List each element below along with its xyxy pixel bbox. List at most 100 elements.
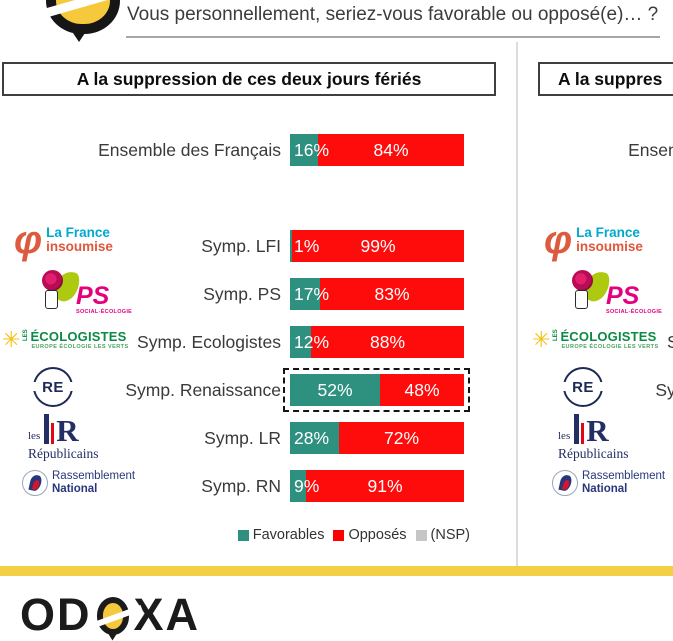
row-label: Symp. Ecologistes [667, 331, 673, 352]
favorable-segment [290, 422, 339, 454]
favorable-value: 17% [294, 284, 330, 304]
rn-flame-icon [22, 470, 48, 497]
oppose-value: 88% [369, 332, 406, 352]
lfi-wordmark: La France insoumise [576, 224, 643, 254]
favorable-segment [290, 374, 380, 406]
oppose-value: 72% [383, 428, 420, 448]
renaissance-logo: RE [32, 367, 74, 407]
row-label: Ensemble des Français [98, 139, 281, 160]
favorable-segment [290, 326, 311, 358]
favorable-value: 28% [294, 428, 330, 448]
favorable-segment [290, 278, 320, 310]
legend-item-nsp: (NSP) [415, 527, 470, 543]
lfi-phi-icon: φ [544, 218, 573, 262]
oppose-segment [292, 230, 464, 262]
ps-rose-icon [570, 268, 612, 317]
renaissance-logo: RE [562, 367, 604, 407]
odoxa-o-icon [94, 596, 143, 641]
ecologistes-wordmark: LES ÉCOLOGISTES EUROPE ÉCOLOGIE LES VERT… [553, 328, 659, 350]
favorable-value: 52% [317, 380, 353, 400]
row-label: Symp. Ecologistes [137, 331, 281, 352]
oppose-value: 84% [373, 140, 409, 160]
oppose-segment [311, 326, 464, 358]
ecologistes-flower-icon: ✳ [2, 327, 21, 352]
favorable-value: 16% [294, 140, 330, 160]
ps-logo: PS SOCIAL-ÉCOLOGIE [570, 268, 663, 317]
legend-item-favorables: Favorables [237, 527, 325, 543]
stacked-bar: 17% 83% [290, 278, 464, 310]
badge-stem [73, 33, 85, 42]
ecologistes-logo: ✳ LES ÉCOLOGISTES EUROPE ÉCOLOGIE LES VE… [532, 329, 659, 351]
oppose-segment [380, 374, 464, 406]
chart-legend: Favorables Opposés (NSP) [0, 527, 470, 543]
legend-swatch-favorables [237, 529, 249, 541]
favorable-value: 12% [294, 332, 330, 352]
row-label: Symp. PS [203, 283, 281, 304]
lr-logo: les R Républicains [558, 412, 629, 461]
row-label: Symp. Renaissance [655, 379, 673, 400]
stacked-bar: 16% 84% [290, 134, 464, 166]
row-label: Symp. LR [204, 427, 281, 448]
favorable-segment [290, 230, 292, 262]
oppose-segment [320, 278, 464, 310]
favorable-value: 9% [294, 476, 320, 496]
odoxa-badge-icon [44, 0, 142, 42]
oppose-value: 83% [374, 284, 410, 304]
ps-wordmark: PS SOCIAL-ÉCOLOGIE [606, 281, 663, 315]
oppose-value: 99% [360, 236, 396, 256]
stacked-bar: 28% 72% [290, 422, 464, 454]
favorable-value: 1% [294, 236, 320, 256]
ecologistes-flower-icon: ✳ [532, 327, 551, 352]
panel-title-left: A la suppression de ces deux jours férié… [2, 62, 496, 96]
stacked-bar: 52% 48% [290, 374, 464, 406]
legend-swatch-nsp [415, 529, 427, 541]
stacked-bar: 9% 91% [290, 470, 464, 502]
stacked-bar: 1% 99% [290, 230, 464, 262]
row-label: Ensemble des Français [628, 139, 673, 160]
favorable-segment [290, 470, 306, 502]
oppose-segment [306, 470, 464, 502]
row-label: Symp. Renaissance [125, 379, 281, 400]
lr-logo: les R Républicains [28, 412, 99, 461]
rn-wordmark: Rassemblement National [52, 470, 136, 496]
lfi-logo: φ La France insoumise [544, 218, 643, 262]
survey-question: Vous personnellement, seriez-vous favora… [127, 4, 659, 25]
oppose-segment [318, 134, 464, 166]
oppose-segment [339, 422, 464, 454]
renaissance-logo: RE [32, 367, 74, 407]
panel-divider [516, 42, 518, 566]
ps-logo: PS SOCIAL-ÉCOLOGIE [40, 268, 133, 317]
odoxa-logo-text-right: XA [133, 589, 201, 640]
oppose-value: 91% [367, 476, 403, 496]
rn-logo: Rassemblement National [22, 470, 136, 497]
legend-swatch-opposes [333, 529, 345, 541]
legend-item-opposes: Opposés [333, 527, 407, 543]
legend-label: (NSP) [430, 527, 470, 543]
lfi-wordmark: La France insoumise [46, 224, 113, 254]
odoxa-logo: OD XA [20, 589, 201, 641]
rn-flame-icon [552, 470, 578, 497]
highlight-box [283, 368, 470, 412]
rn-wordmark: Rassemblement National [582, 470, 666, 496]
ps-wordmark: PS SOCIAL-ÉCOLOGIE [76, 281, 133, 315]
footer-accent-bar [0, 566, 673, 576]
row-label: Symp. LFI [201, 235, 281, 256]
ecologistes-wordmark: LES ÉCOLOGISTES EUROPE ÉCOLOGIE LES VERT… [23, 328, 129, 350]
odoxa-logo-text-left: OD [20, 589, 92, 640]
question-underline [126, 36, 660, 38]
legend-label: Favorables [252, 527, 325, 543]
row-label: Symp. RN [201, 475, 281, 496]
legend-label: Opposés [348, 527, 407, 543]
favorable-segment [290, 134, 318, 166]
renaissance-logo: RE [562, 367, 604, 407]
lr-R-icon: R [574, 414, 609, 446]
stacked-bar: 12% 88% [290, 326, 464, 358]
rn-logo: Rassemblement National [552, 470, 666, 497]
panel-title-right: A la suppres [538, 62, 673, 96]
oppose-value: 48% [404, 380, 440, 400]
badge-stem [107, 632, 118, 641]
lfi-phi-icon: φ [14, 218, 43, 262]
lfi-logo: φ La France insoumise [14, 218, 113, 262]
lr-R-icon: R [44, 414, 79, 446]
